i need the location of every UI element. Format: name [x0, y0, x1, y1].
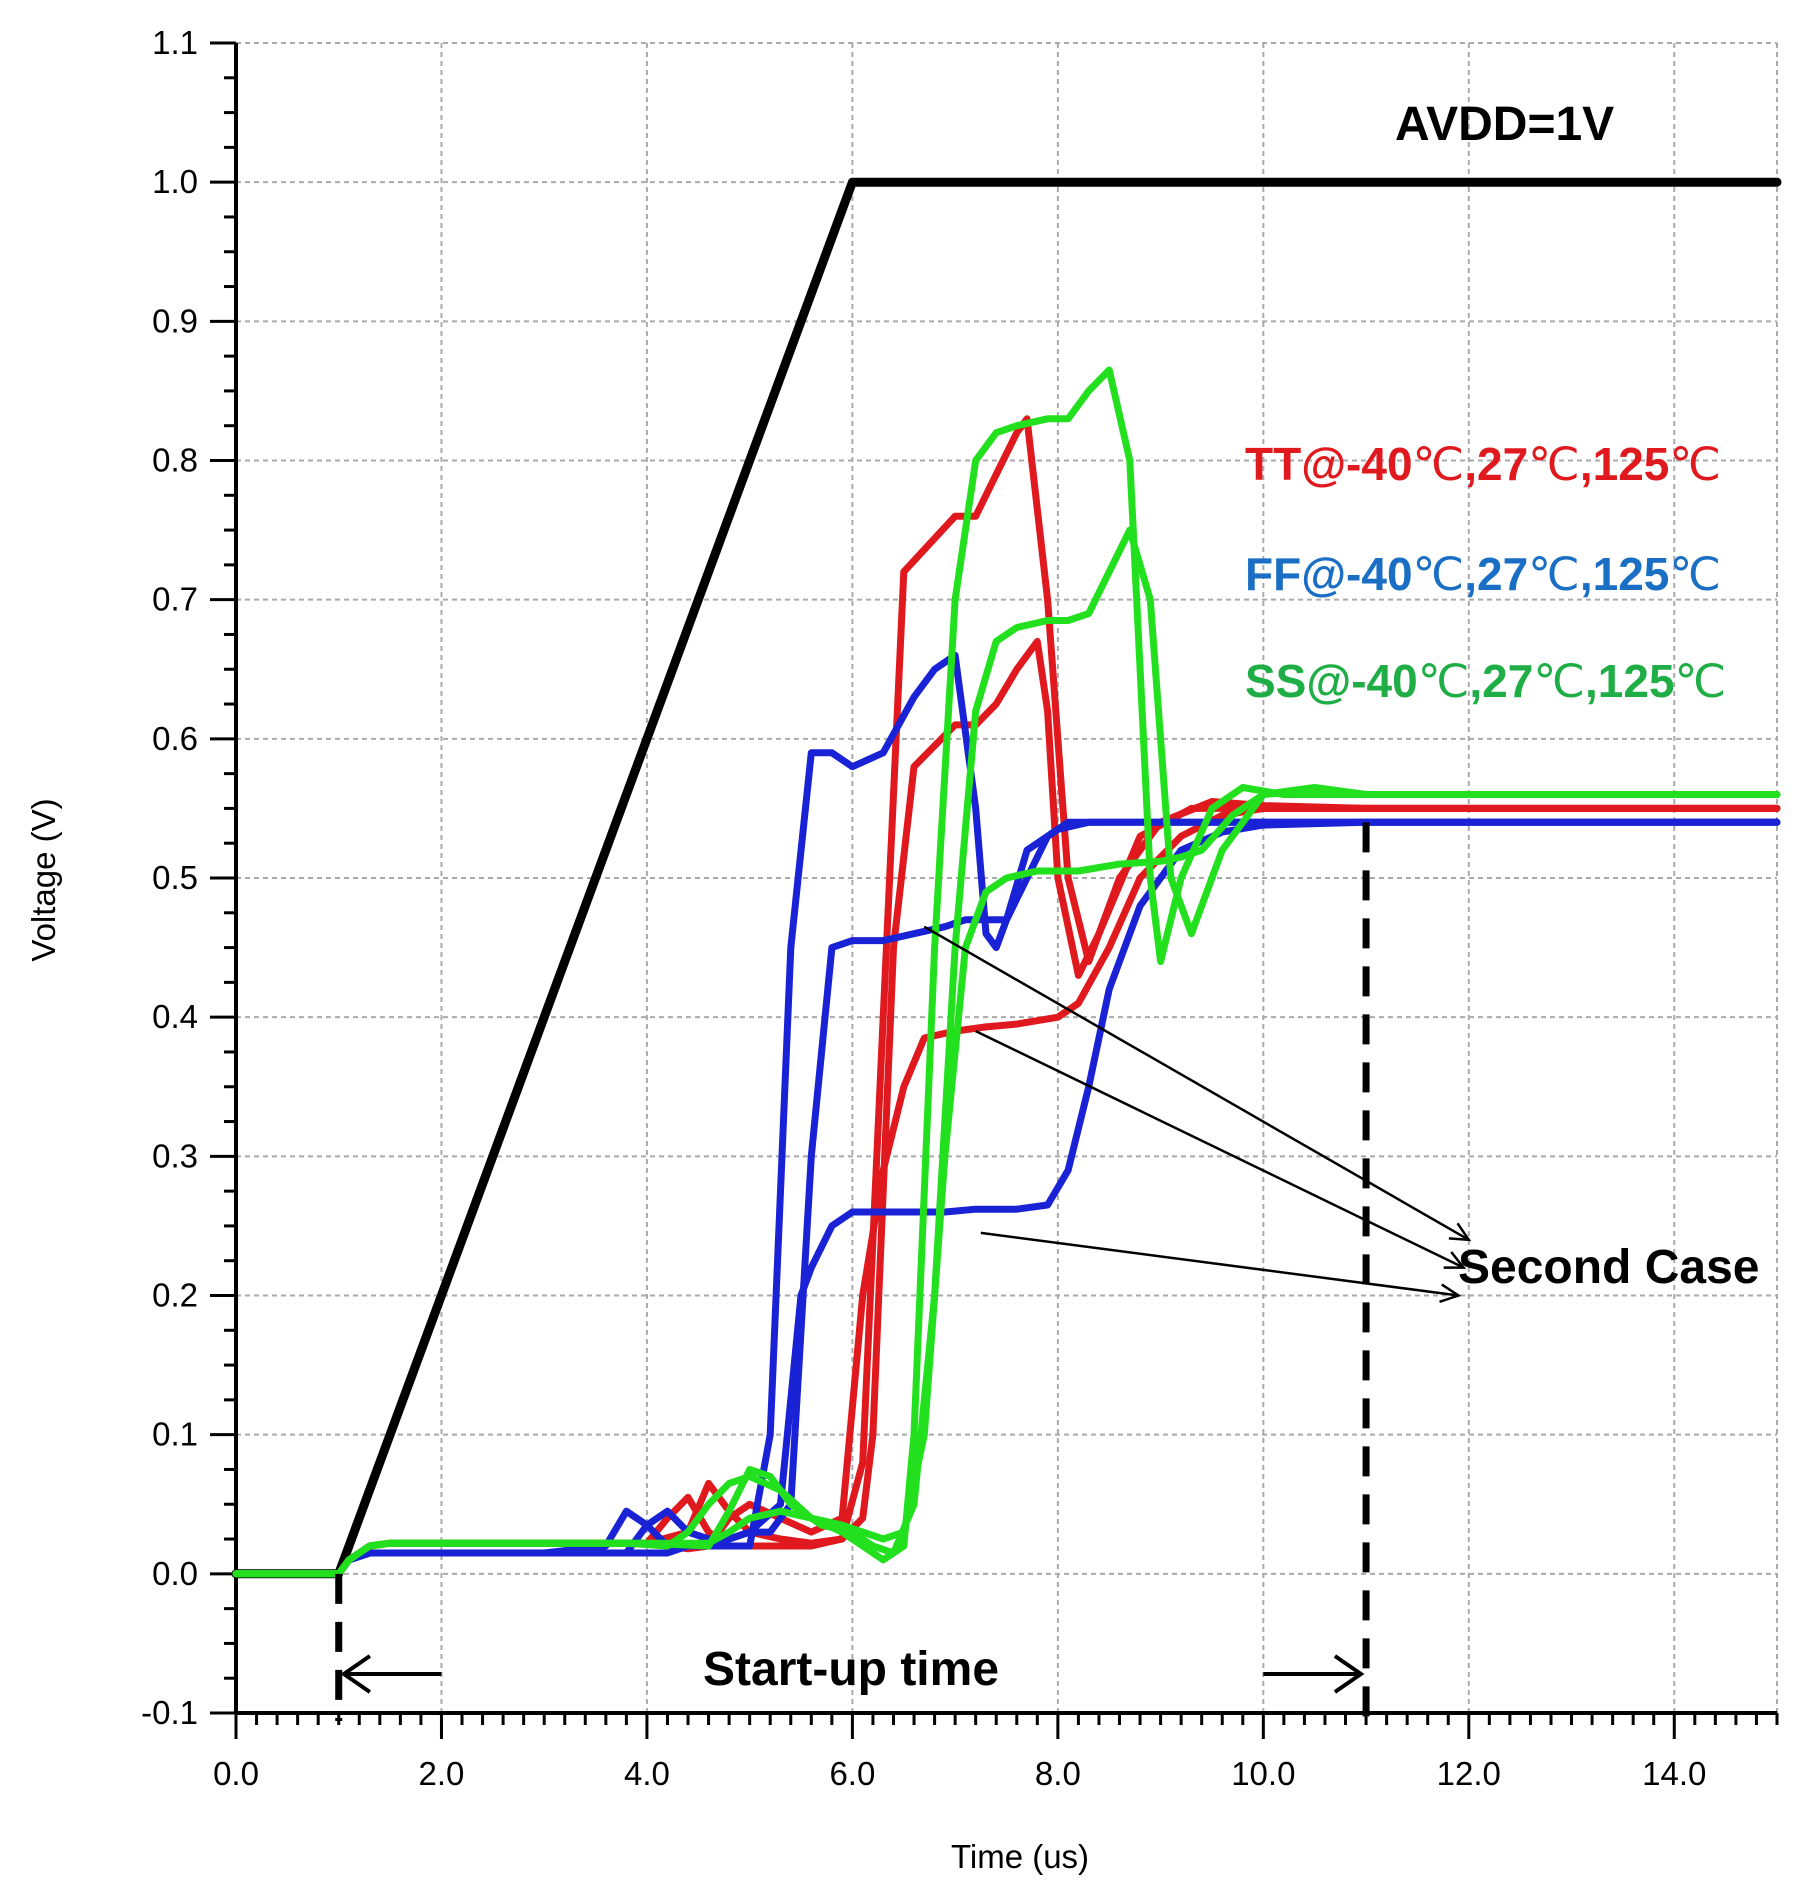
y-tick-label: 0.2 [152, 1277, 198, 1314]
second-case-arrowhead [1443, 1251, 1467, 1269]
y-tick-label: 0.9 [152, 302, 198, 339]
second-case-label: Second Case [1458, 1241, 1759, 1294]
x-tick-label: 4.0 [624, 1755, 670, 1792]
legend-tt: TT@-40℃,27℃,125℃ [1245, 438, 1721, 490]
second-case-arrow [975, 1029, 1465, 1269]
legend-text-part: SS@-40 [1245, 655, 1418, 707]
y-axis-title: Voltage (V) [25, 798, 62, 961]
legend-ff: FF@-40℃,27℃,125℃ [1245, 548, 1721, 600]
legend-text-part: TT@-40 [1245, 438, 1413, 490]
x-tick-label: 12.0 [1437, 1755, 1501, 1792]
legend-ss: SS@-40℃,27℃,125℃ [1245, 655, 1726, 707]
series-line-ff [232, 818, 1781, 1578]
second-case-arrowhead [1439, 1283, 1462, 1303]
series-group [231, 177, 1782, 1579]
annotations: AVDD=1V Start-up time Second Case [335, 98, 1759, 1721]
x-axis-title: Time (us) [951, 1838, 1089, 1875]
second-case-arrowhead [1448, 1222, 1472, 1242]
startup-right-arrowhead [1333, 1654, 1365, 1694]
x-tick-label: 6.0 [829, 1755, 875, 1792]
legend-text-part: ,27 [1469, 655, 1533, 707]
legend-text-part: ℃ [1669, 438, 1721, 490]
second-case-arrow [923, 925, 1470, 1241]
legend-text-part: ℃ [1533, 655, 1585, 707]
grid [235, 42, 1778, 1714]
legend-text-part: FF@-40 [1245, 548, 1413, 600]
x-tick-label: 0.0 [213, 1755, 259, 1792]
second-case-arrow [980, 1231, 1459, 1297]
y-tick-label: 0.5 [152, 859, 198, 896]
x-tick-label: 10.0 [1231, 1755, 1295, 1792]
legend-text-part: ℃ [1528, 438, 1580, 490]
startup-time-label: Start-up time [703, 1643, 999, 1696]
x-tick-label: 8.0 [1035, 1755, 1081, 1792]
y-tick-label: -0.1 [141, 1694, 198, 1731]
legend-text-part: ℃ [1675, 655, 1727, 707]
y-tick-label: 0.0 [152, 1555, 198, 1592]
legend-text-part: ,27 [1464, 438, 1528, 490]
legend-text-part: ℃ [1528, 548, 1580, 600]
legend-text-part: ,27 [1464, 548, 1528, 600]
legend-text-part: ,125 [1580, 438, 1670, 490]
y-tick-label: 0.8 [152, 442, 198, 479]
y-tick-label: 0.7 [152, 581, 198, 618]
y-tick-label: 0.1 [152, 1416, 198, 1453]
legend-text-part: ,125 [1585, 655, 1675, 707]
series-line-ss [232, 786, 1781, 1578]
legend-text-part: ℃ [1413, 438, 1465, 490]
avdd-label: AVDD=1V [1395, 98, 1614, 151]
x-tick-label: 14.0 [1642, 1755, 1706, 1792]
legend-text-part: ℃ [1413, 548, 1465, 600]
legend-text-part: ℃ [1418, 655, 1470, 707]
y-tick-label: 1.1 [152, 24, 198, 61]
startup-left-arrowhead [340, 1654, 372, 1694]
legend: TT@-40℃,27℃,125℃FF@-40℃,27℃,125℃SS@-40℃,… [1245, 438, 1726, 707]
series-line-ff [232, 818, 1781, 1578]
x-tick-label: 2.0 [419, 1755, 465, 1792]
y-tick-label: 0.4 [152, 998, 198, 1035]
y-tick-label: 0.6 [152, 720, 198, 757]
legend-text-part: ,125 [1580, 548, 1670, 600]
legend-text-part: ℃ [1669, 548, 1721, 600]
axes: -0.1 0.0 0.1 0.2 0.3 0.4 0.5 0.6 0.7 0.8 0.9 1.0 1.1… [141, 24, 1779, 1792]
y-tick-label: 0.3 [152, 1137, 198, 1174]
y-tick-label: 1.0 [152, 163, 198, 200]
